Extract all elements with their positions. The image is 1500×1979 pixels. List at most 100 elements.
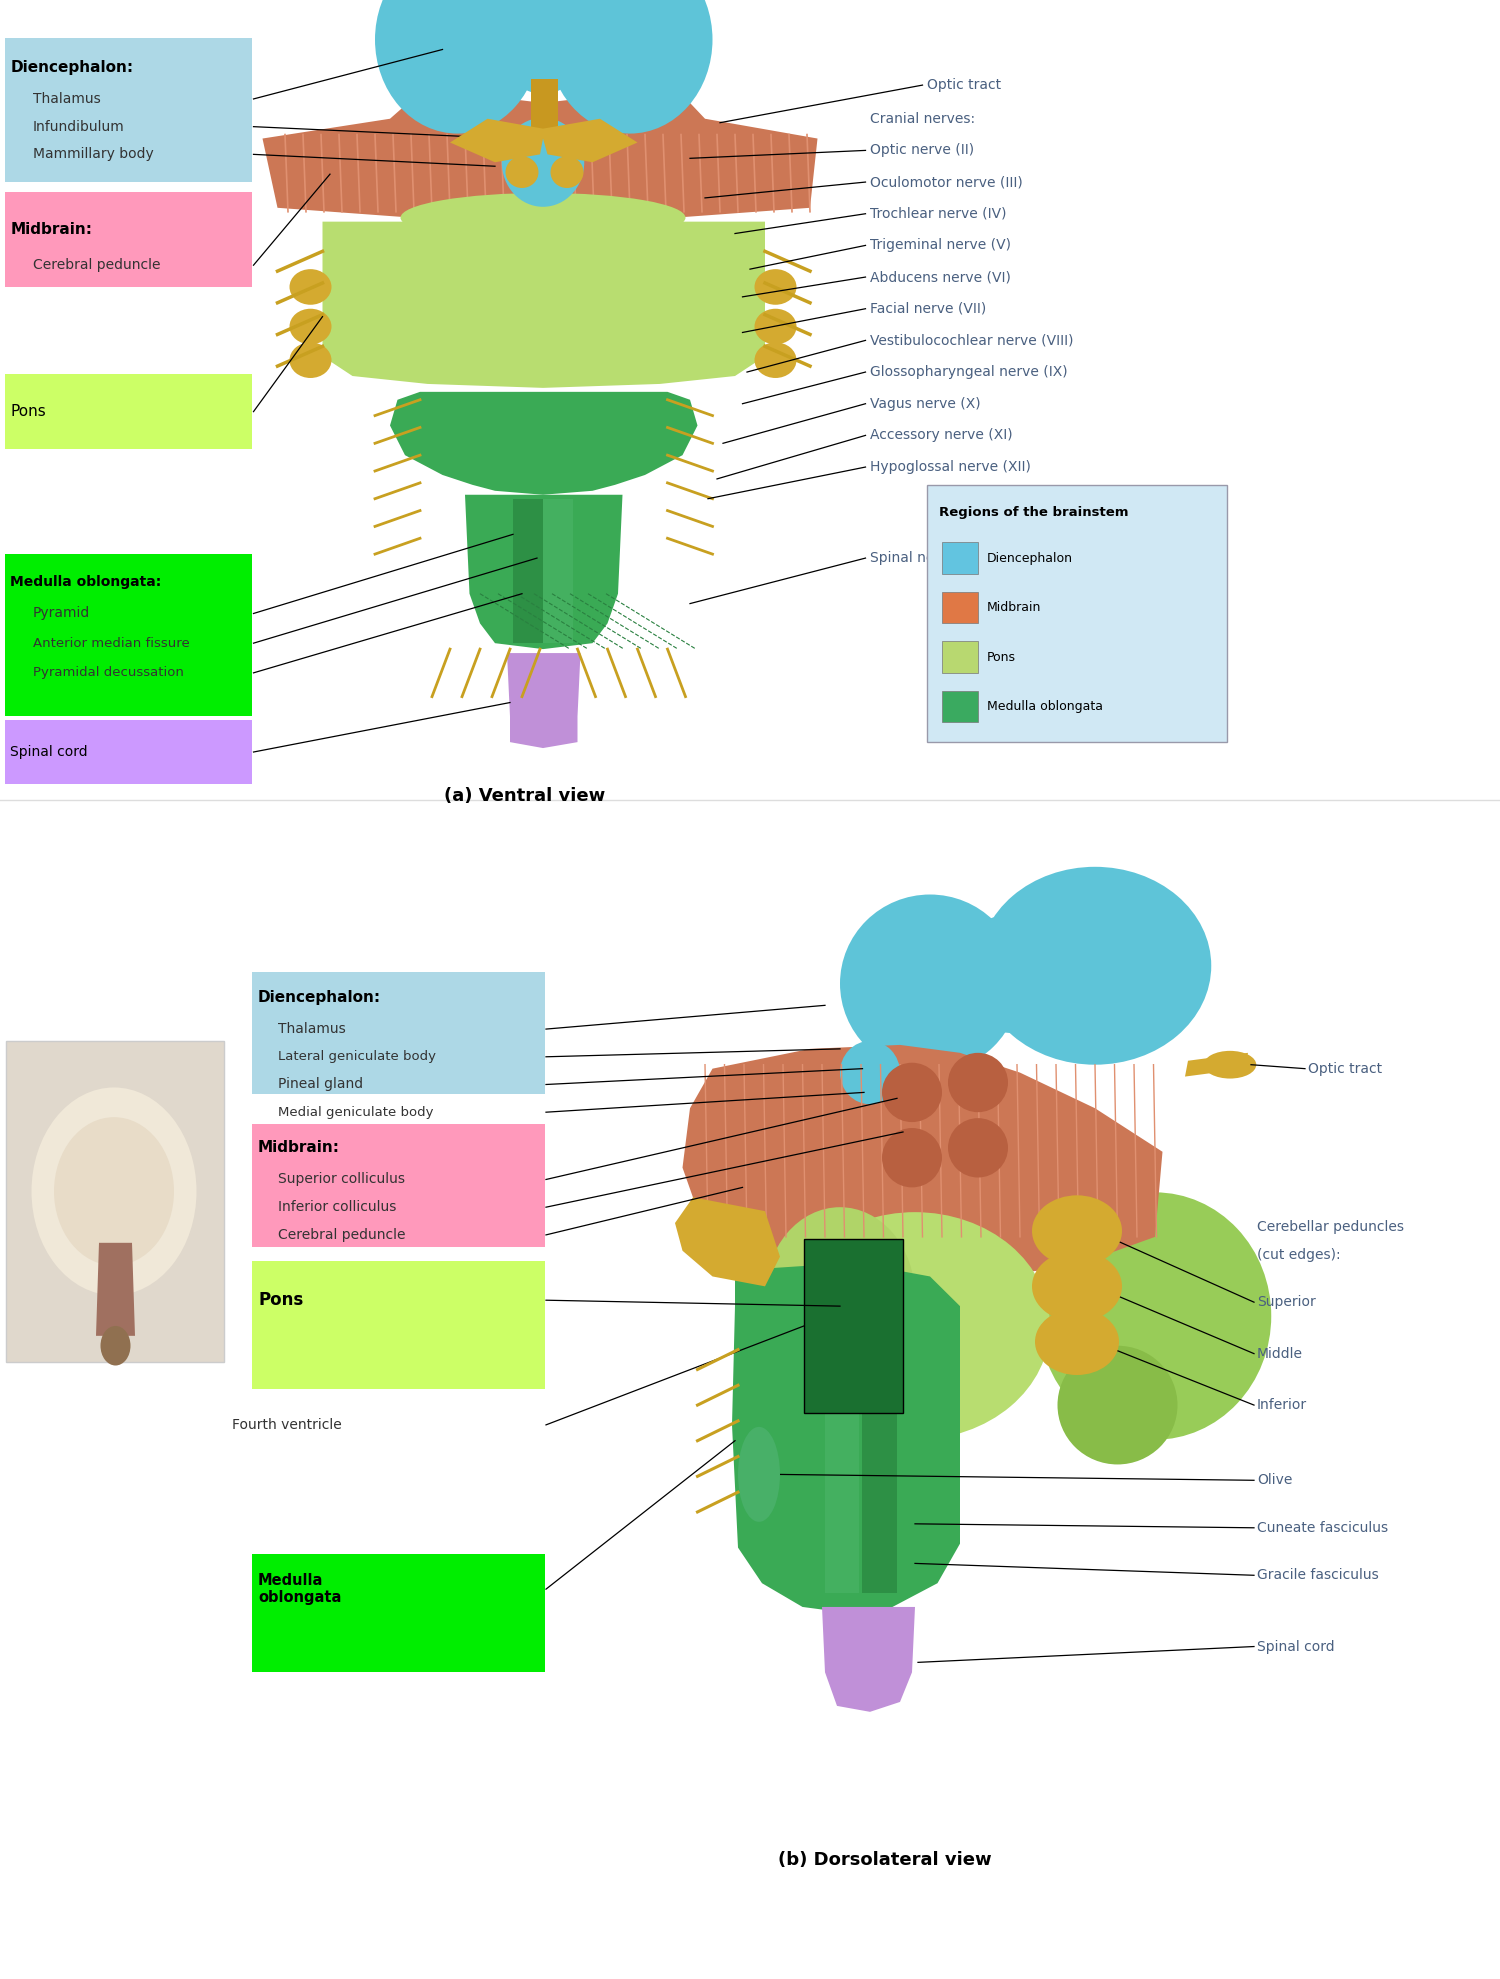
Text: Superior: Superior <box>1257 1294 1316 1310</box>
Text: Medulla oblongata: Medulla oblongata <box>987 701 1102 712</box>
Ellipse shape <box>1203 1051 1257 1079</box>
Ellipse shape <box>754 269 796 305</box>
FancyBboxPatch shape <box>942 592 978 623</box>
Ellipse shape <box>1032 1195 1122 1267</box>
FancyBboxPatch shape <box>252 972 544 1094</box>
FancyBboxPatch shape <box>804 1239 903 1413</box>
FancyBboxPatch shape <box>6 1041 223 1362</box>
Text: Medulla oblongata:: Medulla oblongata: <box>10 574 162 590</box>
Ellipse shape <box>100 1326 130 1366</box>
Text: Inferior: Inferior <box>1257 1397 1306 1413</box>
Ellipse shape <box>948 1118 1008 1178</box>
Polygon shape <box>862 1276 897 1593</box>
Text: Cerebellar peduncles: Cerebellar peduncles <box>1257 1219 1404 1235</box>
Text: (a) Ventral view: (a) Ventral view <box>444 786 606 805</box>
Ellipse shape <box>738 1427 780 1522</box>
Text: Middle: Middle <box>1257 1346 1304 1362</box>
Text: Trochlear nerve (IV): Trochlear nerve (IV) <box>870 206 1006 222</box>
Ellipse shape <box>393 321 693 380</box>
FancyBboxPatch shape <box>252 1124 544 1247</box>
Ellipse shape <box>54 1116 174 1267</box>
FancyBboxPatch shape <box>942 641 978 673</box>
Polygon shape <box>732 1263 960 1613</box>
Polygon shape <box>322 222 765 388</box>
Text: Pons: Pons <box>987 651 1016 663</box>
Ellipse shape <box>501 119 585 208</box>
FancyBboxPatch shape <box>942 542 978 574</box>
Text: (cut edges):: (cut edges): <box>1257 1247 1341 1263</box>
Text: Medulla
oblongata: Medulla oblongata <box>258 1573 342 1605</box>
Text: Optic tract: Optic tract <box>1308 1061 1382 1077</box>
Text: Medial geniculate body: Medial geniculate body <box>278 1106 434 1118</box>
Text: Thalamus: Thalamus <box>278 1021 345 1037</box>
Polygon shape <box>1185 1053 1248 1077</box>
Ellipse shape <box>1038 1191 1270 1441</box>
Text: Gracile fasciculus: Gracile fasciculus <box>1257 1567 1378 1583</box>
Polygon shape <box>543 499 573 643</box>
Text: Midbrain: Midbrain <box>987 602 1041 613</box>
Ellipse shape <box>290 342 332 378</box>
Text: Anterior median fissure: Anterior median fissure <box>33 637 189 649</box>
Text: Cerebral peduncle: Cerebral peduncle <box>33 257 160 273</box>
Ellipse shape <box>948 1053 1008 1112</box>
Text: Trigeminal nerve (V): Trigeminal nerve (V) <box>870 237 1011 253</box>
Ellipse shape <box>882 1063 942 1122</box>
Polygon shape <box>465 495 622 649</box>
Polygon shape <box>531 79 558 129</box>
Polygon shape <box>675 1197 780 1286</box>
FancyBboxPatch shape <box>252 1554 544 1672</box>
Text: Pyramidal decussation: Pyramidal decussation <box>33 667 184 679</box>
Text: Spinal cord: Spinal cord <box>10 744 88 760</box>
Text: Cuneate fasciculus: Cuneate fasciculus <box>1257 1520 1388 1536</box>
FancyBboxPatch shape <box>4 374 252 449</box>
Ellipse shape <box>506 156 538 188</box>
Text: Diencephalon:: Diencephalon: <box>258 990 381 1005</box>
Polygon shape <box>822 1607 915 1712</box>
Text: Cerebral peduncle: Cerebral peduncle <box>278 1227 405 1243</box>
Ellipse shape <box>400 194 686 241</box>
Ellipse shape <box>780 1211 1050 1441</box>
Ellipse shape <box>1035 1308 1119 1375</box>
Text: Midbrain:: Midbrain: <box>258 1140 340 1156</box>
Text: Diencephalon: Diencephalon <box>987 552 1072 564</box>
Ellipse shape <box>1032 1251 1122 1322</box>
FancyBboxPatch shape <box>4 38 252 182</box>
Text: Pyramid: Pyramid <box>33 606 90 621</box>
FancyBboxPatch shape <box>4 192 252 287</box>
Ellipse shape <box>754 309 796 344</box>
Ellipse shape <box>765 1207 915 1385</box>
Text: Accessory nerve (XI): Accessory nerve (XI) <box>870 427 1012 443</box>
Text: Fourth ventricle: Fourth ventricle <box>232 1417 342 1433</box>
Text: Spinal cord: Spinal cord <box>1257 1639 1335 1654</box>
Ellipse shape <box>375 0 540 135</box>
Text: Optic nerve (II): Optic nerve (II) <box>870 142 974 158</box>
Polygon shape <box>96 1243 135 1336</box>
Text: Mammillary body: Mammillary body <box>33 146 153 162</box>
Ellipse shape <box>550 156 584 188</box>
Text: Inferior colliculus: Inferior colliculus <box>278 1199 396 1215</box>
Text: Pons: Pons <box>258 1290 303 1310</box>
Ellipse shape <box>754 342 796 378</box>
Text: Vestibulocochlear nerve (VIII): Vestibulocochlear nerve (VIII) <box>870 332 1074 348</box>
Text: Glossopharyngeal nerve (IX): Glossopharyngeal nerve (IX) <box>870 364 1068 380</box>
Polygon shape <box>513 499 543 643</box>
Ellipse shape <box>952 914 1072 1033</box>
Text: Thalamus: Thalamus <box>33 91 101 107</box>
Ellipse shape <box>840 1041 900 1104</box>
Text: Cranial nerves:: Cranial nerves: <box>870 111 975 127</box>
FancyBboxPatch shape <box>927 485 1227 742</box>
Text: Infundibulum: Infundibulum <box>33 119 125 135</box>
Ellipse shape <box>290 309 332 344</box>
Ellipse shape <box>548 0 712 135</box>
Text: Abducens nerve (VI): Abducens nerve (VI) <box>870 269 1011 285</box>
Text: (b) Dorsolateral view: (b) Dorsolateral view <box>778 1850 992 1870</box>
Ellipse shape <box>290 269 332 305</box>
Polygon shape <box>825 1276 860 1593</box>
Polygon shape <box>450 119 638 162</box>
Text: Pineal gland: Pineal gland <box>278 1077 363 1092</box>
Text: Lateral geniculate body: Lateral geniculate body <box>278 1051 435 1063</box>
Polygon shape <box>682 1045 1162 1276</box>
Polygon shape <box>507 653 580 748</box>
Text: Spinal nerves: Spinal nerves <box>870 550 964 566</box>
FancyBboxPatch shape <box>942 691 978 722</box>
